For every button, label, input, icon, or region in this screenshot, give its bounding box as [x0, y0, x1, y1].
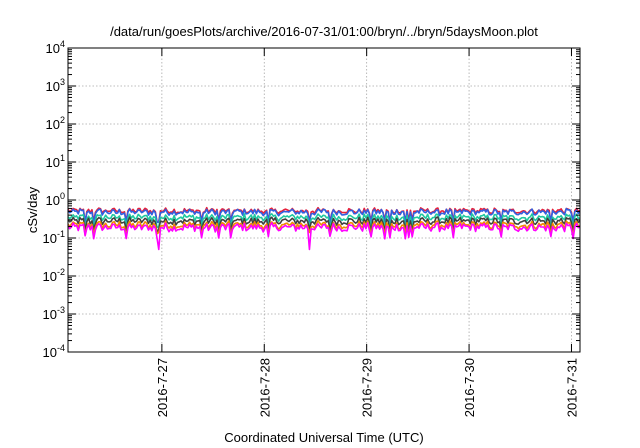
y-tick-label: 10-2 — [43, 267, 65, 284]
x-tick-label: 2016-7-31 — [564, 358, 579, 417]
x-tick-label: 2016-7-29 — [360, 358, 375, 417]
series-line — [67, 213, 581, 230]
y-tick-label: 101 — [46, 153, 65, 170]
series-line — [67, 207, 581, 225]
x-tick-label: 2016-7-30 — [462, 358, 477, 417]
series-line — [67, 216, 581, 234]
series-line — [67, 221, 581, 251]
y-axis-label: cSv/day — [25, 186, 40, 233]
y-tick-label: 100 — [46, 191, 65, 208]
y-tick-label: 103 — [46, 77, 65, 94]
y-tick-label: 10-4 — [43, 343, 65, 360]
y-tick-label: 102 — [46, 115, 65, 132]
chart-title: /data/run/goesPlots/archive/2016-07-31/0… — [110, 24, 538, 39]
series-line — [67, 219, 581, 238]
plot-frame — [67, 47, 581, 353]
grid — [68, 48, 580, 352]
y-ticks: 10-4 10-3 10-2 10-1 100 101 102 103 104 — [43, 39, 580, 360]
x-tick-label: 2016-7-27 — [155, 358, 170, 417]
x-ticks: 2016-7-27 2016-7-28 2016-7-29 2016-7-30 2016… — [155, 48, 579, 417]
x-axis-label: Coordinated Universal Time (UTC) — [224, 430, 423, 445]
series-group — [67, 206, 581, 251]
y-tick-label: 10-3 — [43, 305, 65, 322]
y-tick-label: 10-1 — [43, 229, 65, 246]
y-tick-label: 104 — [46, 39, 65, 56]
x-tick-label: 2016-7-28 — [257, 358, 272, 417]
